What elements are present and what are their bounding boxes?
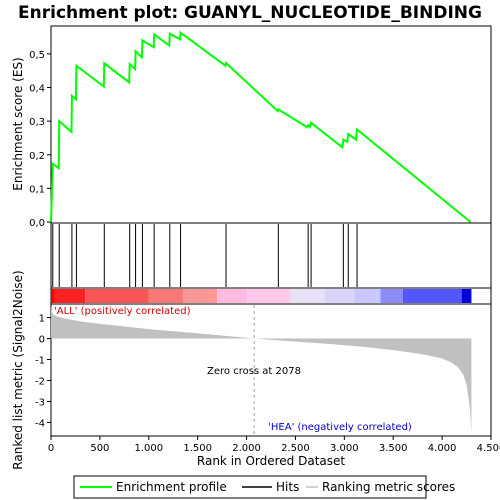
legend-ranking-label: Ranking metric scores [322,480,455,494]
legend-enrichment-label: Enrichment profile [116,480,227,494]
es-y-axis: 0,0 0,1 0,2 0,3 0,4 0,5 [29,50,51,229]
color-segment [324,289,355,303]
metric-x-axis: 0 500 1.000 1.500 2.000 2.500 3.000 3.500 4.000 4… [48,436,500,454]
hits-plot-area [50,222,492,289]
positive-correlation-label: 'ALL' (positively correlated) [54,306,191,317]
metric-x-tick-label: 3.500 [379,443,408,454]
metric-x-tick-label: 500 [90,443,109,454]
color-segment [461,289,472,303]
es-y-axis-label: Enrichment score (ES) [11,57,25,190]
es-y-tick-label: 0,3 [29,117,45,128]
color-segment [54,289,86,303]
metric-panel: 'ALL' (positively correlated) Zero cross… [11,270,500,469]
color-segment [380,289,403,303]
es-y-tick-label: 0,2 [29,151,45,162]
ranking-metric-area [51,305,472,433]
es-y-tick-label: 0,4 [29,84,45,95]
metric-y-axis: -4 -3 -2 -1 0 1 [35,314,51,429]
enrichment-plot-area [50,25,492,224]
color-segment [217,289,247,303]
color-segment [51,289,55,303]
color-segment [354,289,381,303]
metric-y-tick-label: -3 [35,397,45,408]
enrichment-profile-line [50,30,472,223]
es-y-tick-label: 0,5 [29,50,45,61]
color-segment [246,289,291,303]
chart-title: Enrichment plot: GUANYL_NUCLEOTIDE_BINDI… [18,3,482,23]
metric-x-tick-label: 4.000 [428,443,457,454]
negative-correlation-label: 'HEA' (negatively correlated) [268,422,412,433]
metric-x-axis-label: Rank in Ordered Dataset [197,454,345,468]
hits-panel [50,222,492,289]
hit-markers [52,224,358,287]
color-segment [85,289,149,303]
legend: Enrichment profile Hits Ranking metric s… [73,475,455,499]
rank-color-bar [51,289,472,303]
color-segment [148,289,183,303]
metric-y-tick-label: 1 [39,314,45,325]
metric-y-tick-label: 0 [39,335,45,346]
metric-x-tick-label: 2.500 [281,443,310,454]
zero-cross-label: Zero cross at 2078 [207,366,301,377]
es-y-tick-label: 0,1 [29,184,45,195]
metric-plot-area [50,303,492,437]
metric-x-tick-label: 1.500 [183,443,212,454]
legend-hits-label: Hits [276,480,299,494]
rank-color-panel [50,287,492,305]
metric-y-tick-label: -2 [35,376,45,387]
color-segment [183,289,218,303]
metric-x-tick-label: 3.000 [330,443,359,454]
metric-y-axis-label: Ranked list metric (Signal2Noise) [11,270,25,469]
enrichment-panel: 0,0 0,1 0,2 0,3 0,4 0,5 Enrichment score (ES) [11,25,492,229]
metric-x-tick-label: 2.000 [232,443,261,454]
es-y-tick-label: 0,0 [29,218,45,229]
metric-y-tick-label: -4 [35,418,45,429]
color-segment [403,289,462,303]
metric-y-tick-label: -1 [35,356,45,367]
metric-x-tick-label: 4.500 [477,443,500,454]
color-segment [290,289,325,303]
metric-x-tick-label: 1.000 [134,443,163,454]
metric-x-tick-label: 0 [48,443,54,454]
